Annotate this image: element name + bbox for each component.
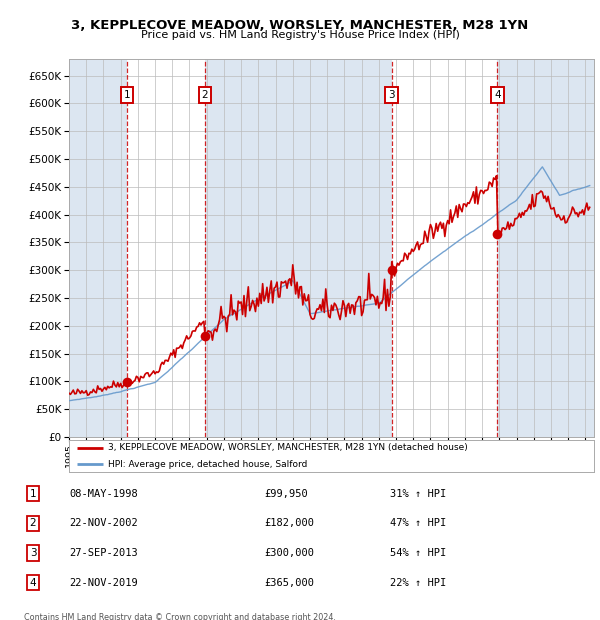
- Text: £99,950: £99,950: [264, 489, 308, 498]
- Text: 4: 4: [494, 90, 501, 100]
- Text: 1: 1: [124, 90, 130, 100]
- Text: HPI: Average price, detached house, Salford: HPI: Average price, detached house, Salf…: [109, 459, 308, 469]
- Bar: [69, 59, 127, 437]
- Text: 3, KEPPLECOVE MEADOW, WORSLEY, MANCHESTER, M28 1YN (detached house): 3, KEPPLECOVE MEADOW, WORSLEY, MANCHESTE…: [109, 443, 468, 453]
- Text: 27-SEP-2013: 27-SEP-2013: [69, 548, 138, 558]
- Bar: [205, 59, 392, 437]
- Text: £182,000: £182,000: [264, 518, 314, 528]
- Text: 2: 2: [202, 90, 208, 100]
- Text: 22-NOV-2019: 22-NOV-2019: [69, 578, 138, 588]
- Text: Price paid vs. HM Land Registry's House Price Index (HPI): Price paid vs. HM Land Registry's House …: [140, 30, 460, 40]
- Text: £365,000: £365,000: [264, 578, 314, 588]
- Text: 3, KEPPLECOVE MEADOW, WORSLEY, MANCHESTER, M28 1YN: 3, KEPPLECOVE MEADOW, WORSLEY, MANCHESTE…: [71, 19, 529, 32]
- Bar: [497, 59, 594, 437]
- Text: 4: 4: [29, 578, 37, 588]
- Text: 47% ↑ HPI: 47% ↑ HPI: [390, 518, 446, 528]
- Text: 3: 3: [388, 90, 395, 100]
- Text: Contains HM Land Registry data © Crown copyright and database right 2024.
This d: Contains HM Land Registry data © Crown c…: [24, 613, 336, 620]
- Text: 31% ↑ HPI: 31% ↑ HPI: [390, 489, 446, 498]
- Text: 1: 1: [29, 489, 37, 498]
- Text: 22-NOV-2002: 22-NOV-2002: [69, 518, 138, 528]
- Text: 08-MAY-1998: 08-MAY-1998: [69, 489, 138, 498]
- Text: 54% ↑ HPI: 54% ↑ HPI: [390, 548, 446, 558]
- Text: 3: 3: [29, 548, 37, 558]
- Text: 22% ↑ HPI: 22% ↑ HPI: [390, 578, 446, 588]
- Text: £300,000: £300,000: [264, 548, 314, 558]
- Text: 2: 2: [29, 518, 37, 528]
